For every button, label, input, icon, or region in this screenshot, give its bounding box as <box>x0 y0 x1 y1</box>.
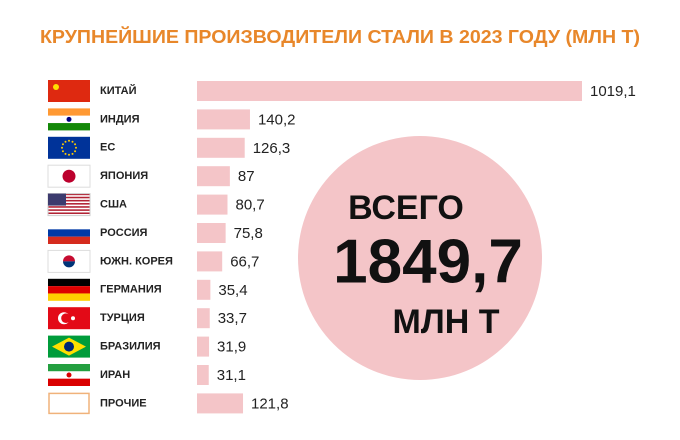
category-label: ЕС <box>100 142 115 154</box>
flag <box>48 108 90 131</box>
flag-part <box>48 286 90 294</box>
category-label: США <box>100 199 127 211</box>
flag-part <box>75 146 77 149</box>
flag-part <box>74 143 77 146</box>
bar <box>197 279 211 300</box>
bar <box>197 365 209 385</box>
value-label: 140,2 <box>258 111 296 128</box>
flag-part <box>68 139 70 142</box>
flag-part <box>48 193 90 196</box>
category-label: ЮЖН. КОРЕЯ <box>100 255 173 267</box>
flag-part <box>64 140 67 143</box>
flag-part <box>48 136 90 159</box>
value-label: 121,8 <box>251 395 289 412</box>
flag-part <box>61 313 71 324</box>
flag-part <box>64 341 74 352</box>
flag-part <box>68 153 70 156</box>
flag <box>48 364 90 386</box>
flag <box>48 278 90 301</box>
bar <box>197 251 223 272</box>
flag <box>48 136 90 159</box>
flag-part <box>66 372 72 378</box>
flag-part <box>61 146 63 149</box>
bar <box>197 194 228 215</box>
flag-part <box>48 392 90 415</box>
flag-part <box>48 108 90 116</box>
value-label: 31,1 <box>217 367 246 384</box>
flag <box>47 249 91 273</box>
flag-part <box>48 199 90 202</box>
value-label: 1019,1 <box>590 83 636 100</box>
bar <box>197 393 244 414</box>
flag-part <box>53 84 59 90</box>
value-label: 75,8 <box>234 225 263 242</box>
value-label: 80,7 <box>235 197 264 214</box>
bar <box>197 81 582 101</box>
category-label: ИНДИЯ <box>100 113 140 125</box>
category-label: ГЕРМАНИЯ <box>100 284 162 296</box>
category-label: КИТАЙ <box>100 84 137 97</box>
total-unit: МЛН Т <box>393 303 500 341</box>
flag <box>48 335 90 358</box>
flag <box>47 193 91 217</box>
flag-part <box>74 150 77 153</box>
flag-part <box>63 261 75 268</box>
flag-part <box>71 316 75 321</box>
bar <box>197 137 245 158</box>
category-label: ПРОЧИЕ <box>100 397 147 409</box>
bar <box>197 308 210 329</box>
flag-part <box>62 169 76 183</box>
flag <box>47 164 91 188</box>
flag-part <box>48 364 90 372</box>
flag-part <box>48 293 90 301</box>
flag-part <box>48 196 90 199</box>
flag-part <box>48 203 90 205</box>
value-label: 35,4 <box>218 282 247 299</box>
flag-part <box>63 255 75 262</box>
bar <box>197 109 250 130</box>
flag-part <box>71 140 74 143</box>
value-label: 87 <box>238 168 255 185</box>
flag <box>48 222 90 244</box>
flag-part <box>48 229 90 237</box>
bar <box>197 223 226 243</box>
flag-part <box>48 80 90 102</box>
flag-part <box>66 116 72 122</box>
value-label: 33,7 <box>218 310 247 327</box>
category-label: РОССИЯ <box>100 227 148 239</box>
flag-part <box>48 209 90 211</box>
flag <box>48 80 90 102</box>
flag-part <box>48 193 66 206</box>
bar <box>197 166 230 187</box>
flag <box>48 307 90 330</box>
flag-part <box>61 150 64 153</box>
flag <box>48 392 90 415</box>
total-label: ВСЕГО <box>348 189 464 227</box>
category-label: ИРАН <box>100 369 130 381</box>
flag-part <box>48 212 90 215</box>
value-label: 31,9 <box>217 339 246 356</box>
flag-part <box>48 206 90 208</box>
flag-part <box>61 143 64 146</box>
flag-part <box>48 378 90 386</box>
total-value: 1849,7 <box>333 227 523 296</box>
flag-part <box>64 152 67 155</box>
flag-part <box>48 236 90 244</box>
chart-title: КРУПНЕЙШИЕ ПРОИЗВОДИТЕЛИ СТАЛИ В 2023 ГО… <box>40 26 640 47</box>
value-label: 126,3 <box>253 140 291 157</box>
category-label: ТУРЦИЯ <box>100 312 145 324</box>
flag-part <box>48 222 90 230</box>
flag-part <box>48 123 90 131</box>
flag-part <box>71 152 74 155</box>
bar <box>197 336 210 357</box>
category-label: БРАЗИЛИЯ <box>100 341 161 353</box>
total-circle <box>298 136 542 380</box>
flag-part <box>48 278 90 287</box>
value-label: 66,7 <box>230 253 259 270</box>
category-label: ЯПОНИЯ <box>100 170 148 182</box>
